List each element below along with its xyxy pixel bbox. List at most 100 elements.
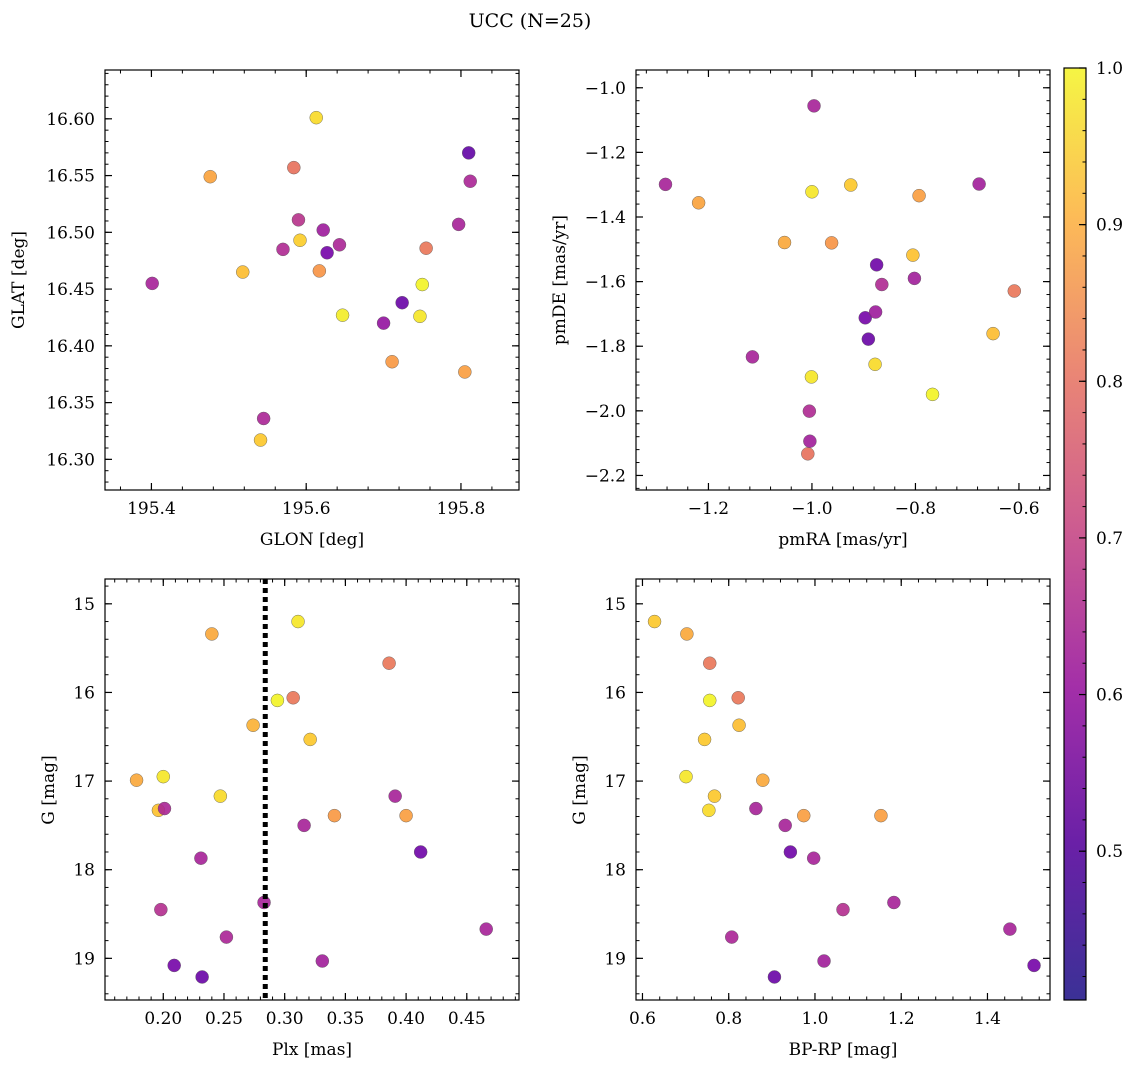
scatter-point [399, 808, 413, 823]
y-tick-label: −1.6 [585, 273, 626, 293]
scatter-point [658, 177, 673, 192]
plot-frame [635, 578, 1051, 1001]
scatter-point [395, 296, 409, 310]
scatter-point [213, 789, 228, 803]
scatter-point [836, 902, 850, 917]
scatter-point [844, 178, 858, 192]
scatter-point [315, 954, 330, 968]
y-tick-label: −1.8 [585, 337, 626, 357]
scatter-point [287, 160, 301, 175]
scatter-point [376, 316, 391, 330]
scatter-point [167, 958, 181, 973]
x-tick-label: 0.30 [266, 1009, 304, 1029]
scatter-point [256, 411, 271, 426]
x-tick-label: −1.0 [791, 499, 832, 519]
x-tick-label: 195.6 [282, 499, 331, 519]
colorbar [1063, 67, 1087, 1001]
x-tick-label: 0.25 [205, 1009, 243, 1029]
x-tick-label: 0.40 [387, 1009, 425, 1029]
x-tick-label: 1.2 [888, 1009, 915, 1029]
colorbar-tick-label: 0.9 [1096, 216, 1123, 236]
scatter-point [868, 305, 883, 319]
scatter-point [703, 656, 717, 670]
scatter-point [749, 801, 763, 816]
scatter-point [680, 627, 694, 641]
scatter-point [817, 954, 831, 968]
scatter-point [297, 818, 311, 833]
y-tick-label: 15 [604, 595, 626, 615]
scatter-point [413, 309, 427, 324]
scatter-point [707, 789, 722, 803]
figure-title: UCC (N=25) [469, 10, 592, 32]
y-tick-label: −1.2 [585, 143, 626, 163]
scatter-point [732, 718, 746, 732]
y-tick-label: 16.50 [46, 223, 95, 243]
scatter-point [303, 732, 317, 747]
plot-frame [104, 69, 520, 491]
panel-glon-glat: GLON [deg] GLAT [deg] 195.4 195.6 195.8 16.… [9, 69, 520, 550]
y-tick-label: 16.45 [46, 280, 95, 300]
colorbar-tick-label: 0.5 [1096, 842, 1123, 862]
y-axis-label: G [mag] [570, 755, 590, 824]
scatter-point [291, 213, 306, 227]
scatter-point [195, 970, 209, 984]
x-axis-label: Plx [mas] [272, 1040, 352, 1060]
scatter-point [731, 691, 745, 705]
scatter-point [1007, 284, 1021, 298]
scatter-point [1003, 922, 1017, 936]
scatter-point [205, 627, 219, 641]
colorbar-tick-label: 0.6 [1096, 686, 1123, 706]
scatter-point [691, 196, 706, 210]
scatter-point [1027, 958, 1041, 973]
scatter-point [797, 808, 811, 823]
scatter-point [270, 693, 285, 708]
scatter-point [388, 789, 402, 803]
scatter-point [309, 110, 323, 125]
scatter-point [253, 433, 268, 447]
scatter-point [925, 387, 940, 402]
x-tick-label: 0.8 [715, 1009, 742, 1029]
panel-plx-g: Plx [mas] G [mag] 0.20 0.25 0.30 0.35 0.40 0.… [39, 578, 520, 1060]
scatter-point [869, 258, 884, 272]
x-tick-label: 195.8 [437, 499, 486, 519]
y-tick-label: 19 [73, 949, 95, 969]
scatter-point [912, 188, 926, 203]
scatter-point [312, 264, 327, 278]
scatter-point [293, 233, 307, 247]
y-tick-label: 17 [73, 772, 95, 792]
scatter-point [778, 818, 792, 833]
scatter-point [802, 404, 817, 418]
scatter-point [129, 773, 144, 787]
x-tick-label: 0.20 [144, 1009, 182, 1029]
scatter-point [236, 265, 250, 279]
scatter-point [327, 808, 342, 823]
x-tick-label: 195.4 [127, 499, 176, 519]
y-tick-label: 16 [604, 683, 626, 703]
scatter-point [801, 447, 815, 461]
y-tick-label: 16.35 [46, 394, 95, 414]
y-tick-label: −2.0 [585, 402, 626, 422]
scatter-point [335, 308, 350, 322]
x-tick-label: 1.4 [974, 1009, 1001, 1029]
y-tick-label: −2.2 [585, 466, 626, 486]
x-axis-label: GLON [deg] [260, 530, 364, 550]
y-tick-label: −1.4 [585, 208, 626, 228]
scatter-point [874, 808, 888, 823]
scatter-point [806, 851, 821, 865]
scatter-point [702, 803, 716, 818]
scatter-point [875, 277, 889, 292]
colorbar-tick-label: 1.0 [1096, 59, 1123, 79]
y-tick-label: 18 [604, 861, 626, 881]
scatter-point [154, 902, 168, 917]
scatter-point [462, 146, 476, 160]
x-tick-label: 0.6 [629, 1009, 656, 1029]
colorbar-tick-label: 0.7 [1096, 529, 1123, 549]
scatter-point [767, 970, 782, 984]
x-axis-label: pmRA [mas/yr] [778, 530, 907, 550]
y-axis-label: G [mag] [39, 755, 59, 824]
colorbar-tick-label: 0.8 [1096, 372, 1123, 392]
scatter-point [777, 235, 792, 250]
scatter-point [986, 326, 1000, 341]
plot-frame [104, 578, 520, 1001]
